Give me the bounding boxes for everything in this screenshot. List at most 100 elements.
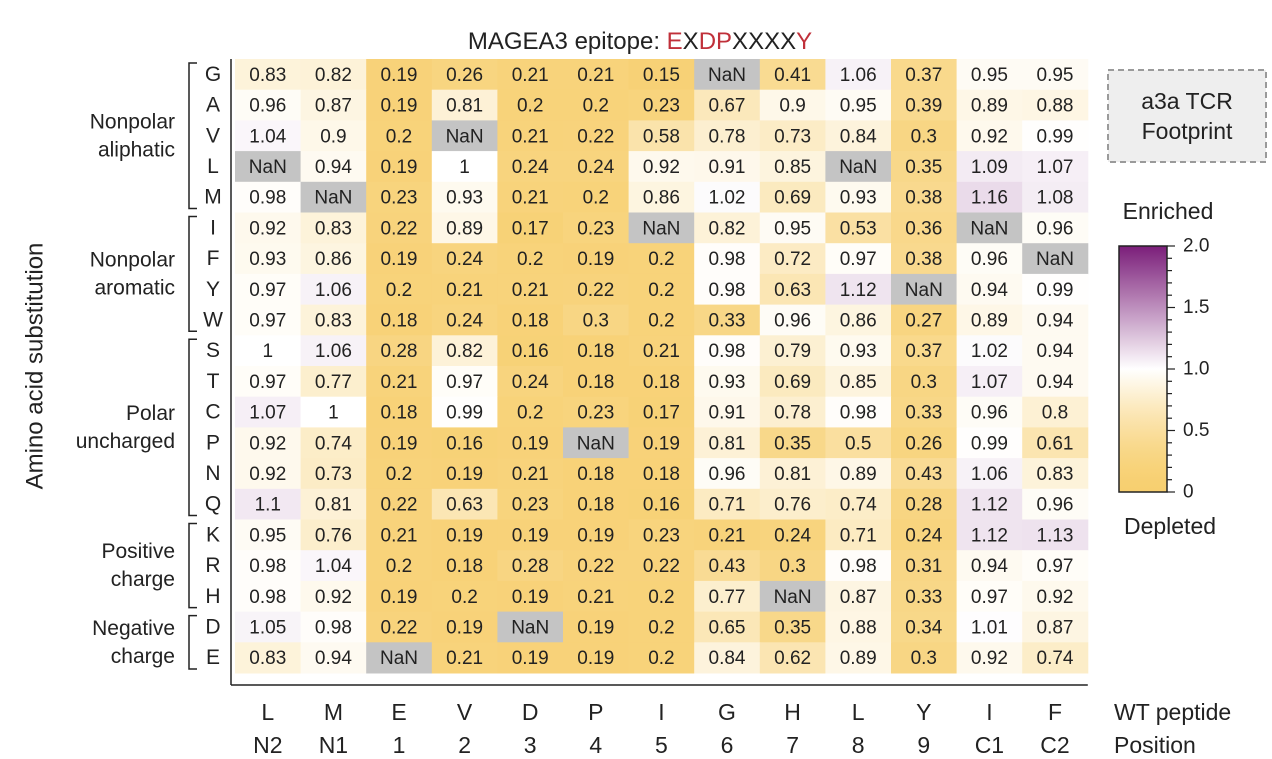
cell-value-label: 0.79 [774,341,811,362]
heatmap-cell [235,59,302,91]
cell-value-label: 0.23 [512,495,549,516]
heatmap-cell [891,519,958,551]
heatmap-cell [235,212,302,244]
wt-residue-label: P [588,699,603,725]
heatmap-cell [1022,181,1089,213]
cell-value-label: 0.18 [577,464,614,485]
cell-value-label: 1.12 [971,495,1008,516]
cell-value-label: NaN [970,218,1008,239]
heatmap-cell [1022,611,1089,643]
heatmap-cell [563,458,630,490]
heatmap-cell [431,335,498,367]
cell-value-label: 0.41 [774,65,811,86]
heatmap-cell [891,580,958,613]
cell-value-label: 0.95 [1037,65,1074,86]
heatmap-cell [956,120,1023,152]
heatmap-cell [891,488,958,520]
cell-value-label: 0.78 [774,403,811,424]
cell-value-label: 0.23 [643,96,680,117]
cell-value-label: 0.21 [446,280,483,301]
cell-value-label: 0.97 [1037,556,1074,577]
cell-value-label: 0.89 [840,648,877,669]
heatmap-cell [300,304,367,336]
heatmap-cell [366,550,433,582]
heatmap-cell [1022,427,1089,459]
cell-value-label: 1.06 [971,464,1008,485]
cell-value-label: 0.81 [774,464,811,485]
cell-value-label: 0.92 [1037,587,1074,608]
cell-value-label: 0.21 [446,648,483,669]
cell-value-label: 0.87 [315,96,352,117]
heatmap-cell [366,642,433,674]
heatmap-cell [1022,151,1089,183]
cell-value-label: 0.97 [840,249,877,270]
cell-value-label: 1.09 [971,157,1008,178]
cell-value-label: 0.28 [381,341,418,362]
epitope-motif-char: X [748,28,764,55]
heatmap-cell [563,273,630,306]
row-label: K [206,523,220,546]
cell-value-label: 0.2 [583,188,609,209]
position-label: 2 [458,732,471,758]
heatmap-cell [825,151,892,183]
cell-value-label: 0.23 [577,218,614,239]
cell-value-label: 0.84 [840,126,877,147]
heatmap-cell [563,611,630,643]
heatmap-cell [497,611,564,643]
heatmap-cell [497,181,564,213]
heatmap-cell [497,212,564,244]
cell-value-label: 0.73 [315,464,352,485]
heatmap-cell [235,89,302,121]
heatmap-cell [1022,59,1089,91]
cell-value-label: 0.3 [779,556,805,577]
colorbar-top-label: Enriched [1123,198,1214,224]
heatmap-cell [694,120,761,152]
cell-value-label: 0.81 [709,433,746,454]
cell-value-label: 0.95 [840,96,877,117]
heatmap-cell [825,396,892,428]
heatmap-cell [759,366,826,398]
heatmap-cell [825,642,892,674]
cell-value-label: 0.19 [577,617,614,638]
cell-value-label: 1.12 [840,280,877,301]
cell-value-label: 0.65 [709,617,746,638]
heatmap-cell [628,427,695,459]
heatmap-cell [497,427,564,459]
heatmap-cell [235,304,302,336]
heatmap-cell [366,89,433,121]
cell-value-label: 1.02 [709,188,746,209]
heatmap-cell [694,580,761,613]
heatmap-cell [366,396,433,428]
heatmap-cell [891,181,958,213]
position-label: 9 [917,732,930,758]
heatmap-cell [825,488,892,520]
cell-value-label: 0.87 [1037,617,1074,638]
heatmap-cell [563,59,630,91]
heatmap-cell [366,427,433,459]
cell-value-label: 0.78 [709,126,746,147]
cell-value-label: 0.3 [583,310,609,331]
heatmap-cell [1022,212,1089,244]
heatmap-cell [956,550,1023,582]
row-label: Y [206,278,220,301]
cell-value-label: 0.53 [840,218,877,239]
heatmap-cell [300,458,367,490]
heatmap-cell [891,335,958,367]
cell-value-label: 1.01 [971,617,1008,638]
wt-residue-label: E [391,699,406,725]
heatmap-cell [497,120,564,152]
cell-value-label: 0.2 [517,403,543,424]
cell-value-label: 0.16 [512,341,549,362]
cell-value-label: 0.3 [911,372,937,393]
heatmap-cell [563,212,630,244]
heatmap-cell [366,611,433,643]
heatmap-cell [759,304,826,336]
cell-value-label: 0.69 [774,188,811,209]
heatmap-cell [1022,120,1089,152]
row-label: P [206,431,220,454]
heatmap-cell [563,427,630,459]
cell-value-label: 0.18 [381,403,418,424]
heatmap-cell [891,642,958,674]
heatmap-cell [694,181,761,213]
heatmap-cell [825,243,892,275]
